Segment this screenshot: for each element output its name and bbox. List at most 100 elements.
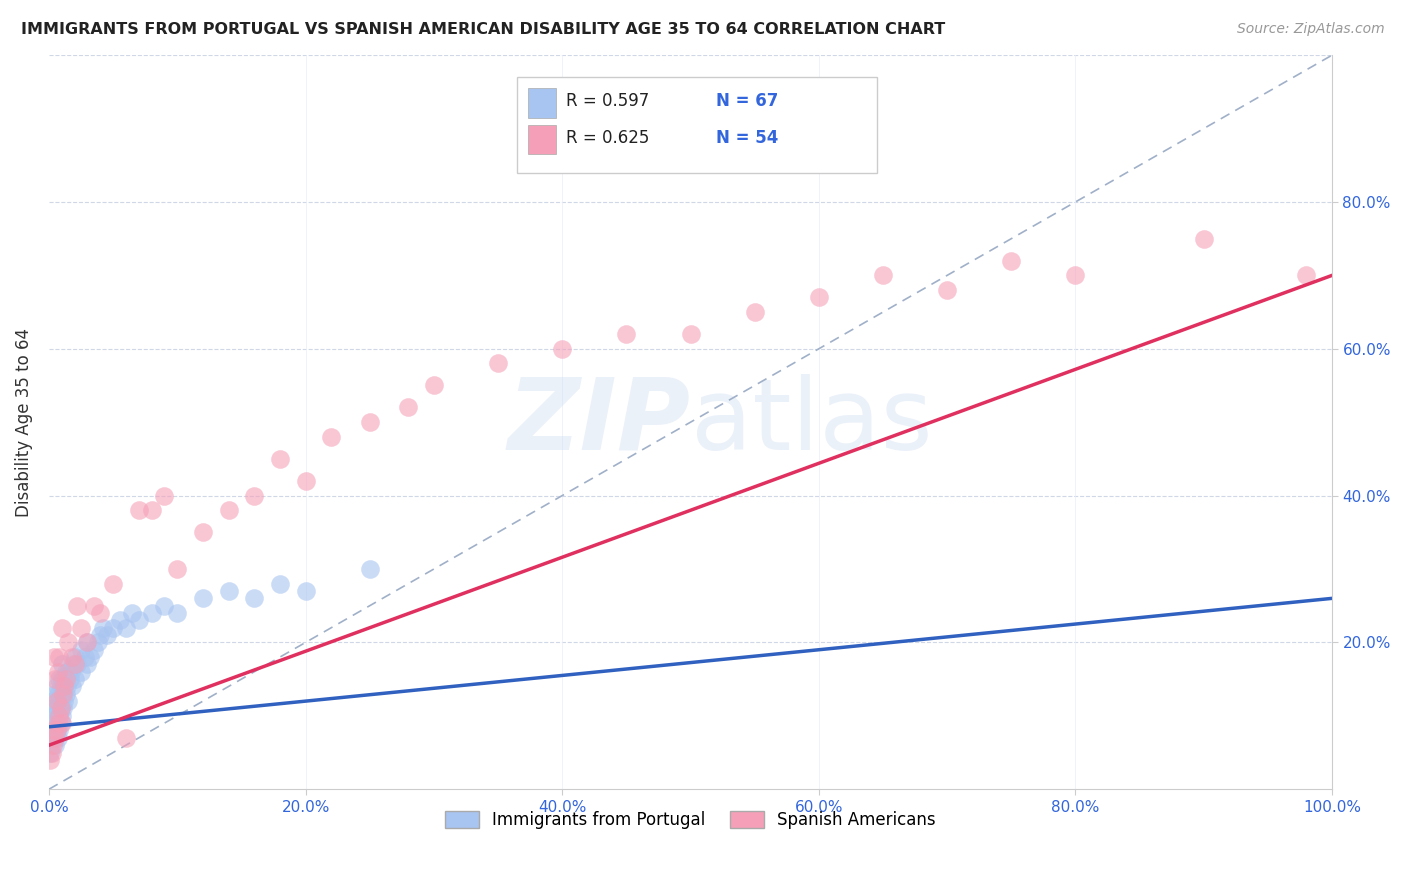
Point [321, 430, 343, 444]
Point [89, 628, 111, 642]
Point [39, 746, 62, 760]
Point [70, 665, 93, 679]
Point [51, 621, 73, 635]
Point [53, 672, 76, 686]
Y-axis label: Disability Age 35 to 64: Disability Age 35 to 64 [15, 327, 32, 516]
Point [359, 415, 381, 429]
Point [76, 657, 98, 672]
Point [121, 606, 143, 620]
Point [872, 268, 894, 283]
Point [679, 327, 702, 342]
Point [66, 657, 89, 672]
Point [744, 305, 766, 319]
Text: IMMIGRANTS FROM PORTUGAL VS SPANISH AMERICAN DISABILITY AGE 35 TO 64 CORRELATION: IMMIGRANTS FROM PORTUGAL VS SPANISH AMER… [21, 22, 945, 37]
Point [359, 562, 381, 576]
Point [191, 591, 214, 606]
Point [60, 650, 83, 665]
Text: Source: ZipAtlas.com: Source: ZipAtlas.com [1237, 22, 1385, 37]
Point [46, 708, 69, 723]
Point [45, 723, 67, 738]
Point [76, 635, 98, 649]
Point [76, 635, 98, 649]
Point [83, 599, 105, 613]
Legend: Immigrants from Portugal, Spanish Americans: Immigrants from Portugal, Spanish Americ… [439, 805, 942, 836]
Point [63, 672, 86, 686]
Point [83, 642, 105, 657]
Point [141, 606, 163, 620]
Point [46, 731, 69, 745]
Point [51, 687, 73, 701]
Point [63, 657, 86, 672]
Point [41, 746, 63, 760]
Point [89, 606, 111, 620]
Point [807, 290, 830, 304]
Point [243, 591, 266, 606]
Point [46, 716, 69, 731]
Point [62, 657, 84, 672]
Point [51, 657, 73, 672]
Point [42, 694, 65, 708]
Point [96, 628, 118, 642]
Point [91, 621, 114, 635]
Point [115, 731, 138, 745]
Point [63, 650, 86, 665]
Point [48, 694, 70, 708]
Point [51, 708, 73, 723]
Point [1064, 268, 1087, 283]
Point [42, 738, 65, 752]
Point [153, 489, 176, 503]
Point [101, 621, 124, 635]
Point [66, 599, 89, 613]
Point [115, 621, 138, 635]
Point [53, 694, 76, 708]
Point [936, 283, 959, 297]
Point [73, 650, 96, 665]
Point [52, 687, 75, 701]
Point [58, 672, 80, 686]
Point [166, 562, 188, 576]
FancyBboxPatch shape [517, 78, 876, 172]
Point [42, 701, 65, 715]
Point [44, 731, 66, 745]
Point [58, 694, 80, 708]
Point [70, 621, 93, 635]
Point [51, 672, 73, 686]
Point [48, 708, 70, 723]
Point [51, 716, 73, 731]
Point [87, 635, 110, 649]
Point [1192, 232, 1215, 246]
FancyBboxPatch shape [527, 125, 555, 154]
Point [55, 687, 77, 701]
FancyBboxPatch shape [527, 88, 555, 118]
Point [128, 503, 150, 517]
Point [269, 576, 291, 591]
Point [44, 687, 66, 701]
Point [52, 701, 75, 715]
Point [42, 708, 65, 723]
Point [423, 378, 446, 392]
Point [243, 489, 266, 503]
Text: R = 0.597: R = 0.597 [567, 93, 650, 111]
Point [166, 606, 188, 620]
Point [45, 701, 67, 715]
Point [49, 701, 72, 715]
Point [42, 723, 65, 738]
Point [269, 451, 291, 466]
Text: atlas: atlas [690, 374, 932, 471]
Point [551, 342, 574, 356]
Point [218, 584, 240, 599]
Point [46, 687, 69, 701]
Point [486, 356, 509, 370]
Point [60, 680, 83, 694]
Point [52, 680, 75, 694]
Point [59, 665, 82, 679]
Point [44, 738, 66, 752]
Text: N = 54: N = 54 [716, 129, 779, 147]
Point [41, 723, 63, 738]
Point [49, 716, 72, 731]
Point [49, 701, 72, 715]
Point [46, 665, 69, 679]
Point [48, 708, 70, 723]
Text: R = 0.625: R = 0.625 [567, 129, 650, 147]
Point [294, 584, 316, 599]
